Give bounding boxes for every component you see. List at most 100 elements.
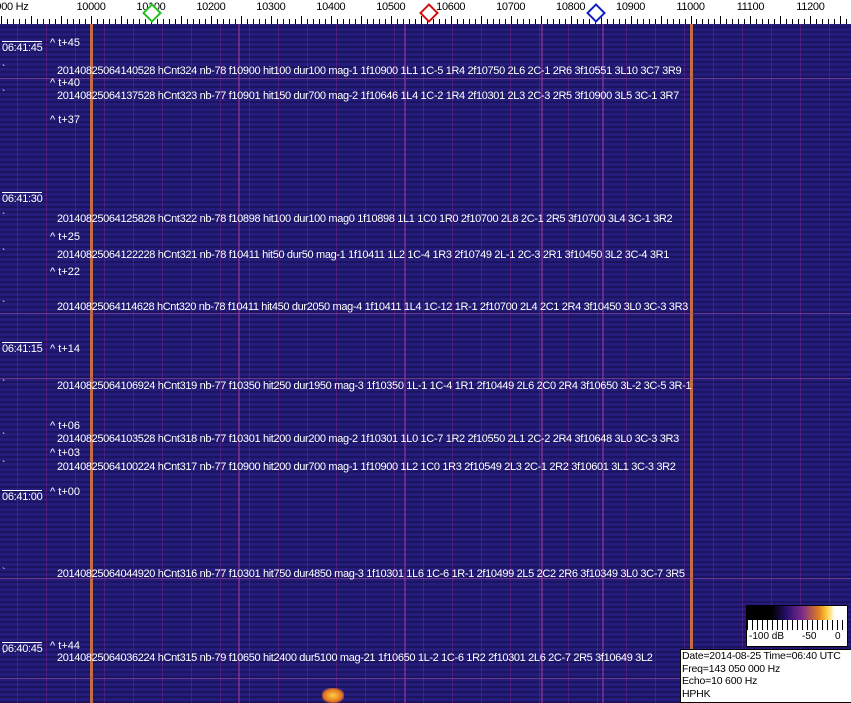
tick-mark <box>660 16 662 24</box>
tick-mark <box>462 19 464 24</box>
row-tick: ` <box>2 64 6 75</box>
grid-line <box>0 78 851 79</box>
tick-mark <box>654 19 656 24</box>
tick-mark <box>264 19 266 24</box>
info-box: Date=2014-08-25 Time=06:40 UTC Freq=143 … <box>680 649 851 703</box>
tick-label: 10800 <box>556 1 586 13</box>
tick-mark <box>366 19 368 24</box>
time-offset-marker: ^ t+22 <box>50 266 80 278</box>
tick-mark <box>414 19 416 24</box>
time-label: 06:41:15 <box>2 342 43 355</box>
tick-mark <box>348 19 350 24</box>
tick-mark <box>67 19 69 24</box>
scale-label-max: 0 <box>835 631 841 642</box>
tick-mark <box>108 19 110 24</box>
time-label: 06:41:45 <box>2 41 43 54</box>
station: HPHK <box>682 687 711 700</box>
tick-mark <box>162 19 164 24</box>
color-scale-ticks <box>747 620 847 630</box>
tick-mark <box>720 16 722 24</box>
tick-mark <box>828 19 830 24</box>
tick-mark <box>780 16 782 24</box>
grid-line <box>0 578 851 579</box>
tick-mark <box>390 16 392 24</box>
time-label: 06:41:00 <box>2 490 43 503</box>
tick-mark <box>204 19 206 24</box>
scale-label-min: -100 dB <box>749 631 785 642</box>
tick-label: 11100 <box>736 1 765 13</box>
tick-mark <box>600 16 602 24</box>
tick-mark <box>240 16 242 24</box>
row-tick: ` <box>2 460 6 471</box>
tick-mark <box>558 19 560 24</box>
tick-mark <box>102 19 104 24</box>
tick-mark <box>666 19 668 24</box>
tick-mark <box>192 19 194 24</box>
tick-mark <box>354 19 356 24</box>
tick-mark <box>144 19 146 24</box>
time-offset-marker: ^ t+40 <box>50 77 80 89</box>
tick-mark <box>648 19 650 24</box>
detection-row: 20140825064122228 hCnt321 nb-78 f10411 h… <box>57 249 669 261</box>
tick-mark <box>7 19 9 24</box>
tick-mark <box>840 16 842 24</box>
tick-label: 9900 Hz <box>0 1 29 13</box>
tick-mark <box>252 19 254 24</box>
tick-label: 10000 <box>76 1 106 13</box>
grid-line <box>0 678 851 679</box>
tick-label: 10600 <box>436 1 466 13</box>
tick-mark <box>85 19 86 24</box>
tick-mark <box>762 19 764 24</box>
tick-mark <box>294 19 296 24</box>
tick-mark <box>588 19 590 24</box>
grid-line <box>0 313 851 314</box>
carrier-line <box>690 24 693 703</box>
tick-mark <box>222 19 224 24</box>
spur-line <box>238 24 240 703</box>
tick-mark <box>198 19 200 24</box>
detection-row: 20140825064044920 hCnt316 nb-77 f10301 h… <box>57 568 685 580</box>
tick-mark <box>768 19 770 24</box>
spur-line <box>541 24 543 703</box>
tick-mark <box>288 19 290 24</box>
tick-mark <box>642 19 644 24</box>
row-tick: ` <box>2 212 6 223</box>
tick-mark <box>456 19 458 24</box>
tick-mark <box>684 19 686 24</box>
tick-mark <box>432 19 434 24</box>
tick-mark <box>61 16 63 24</box>
time-offset-marker: ^ t+25 <box>50 231 80 243</box>
tick-mark <box>438 19 440 24</box>
tick-mark <box>13 19 15 24</box>
tick-mark <box>450 16 452 24</box>
tick-label: 10700 <box>496 1 526 13</box>
row-tick: ` <box>2 651 6 662</box>
detection-row: 20140825064140528 hCnt324 nb-78 f10900 h… <box>57 65 682 77</box>
tick-mark <box>234 19 236 24</box>
row-tick: ` <box>2 567 6 578</box>
tick-mark <box>792 19 794 24</box>
color-scale-gradient <box>747 606 847 620</box>
tick-mark <box>528 19 530 24</box>
tick-mark <box>804 19 806 24</box>
tick-mark <box>79 19 80 24</box>
tick-mark <box>330 16 332 24</box>
tick-mark <box>750 16 752 24</box>
time-offset-marker: ^ t+14 <box>50 343 80 355</box>
color-scale: -100 dB -50 0 <box>746 605 848 647</box>
tick-mark <box>756 19 758 24</box>
tick-mark <box>246 19 248 24</box>
tick-mark <box>798 19 800 24</box>
tick-mark <box>612 19 614 24</box>
tick-mark <box>336 19 338 24</box>
row-tick: ` <box>2 432 6 443</box>
tick-mark <box>714 19 716 24</box>
tick-mark <box>510 16 512 24</box>
tick-mark <box>258 19 260 24</box>
tick-mark <box>372 19 374 24</box>
tick-mark <box>504 19 506 24</box>
tick-mark <box>216 19 218 24</box>
tick-mark <box>312 19 314 24</box>
detection-row: 20140825064125828 hCnt322 nb-78 f10898 h… <box>57 213 673 225</box>
tick-label: 11000 <box>676 1 705 13</box>
